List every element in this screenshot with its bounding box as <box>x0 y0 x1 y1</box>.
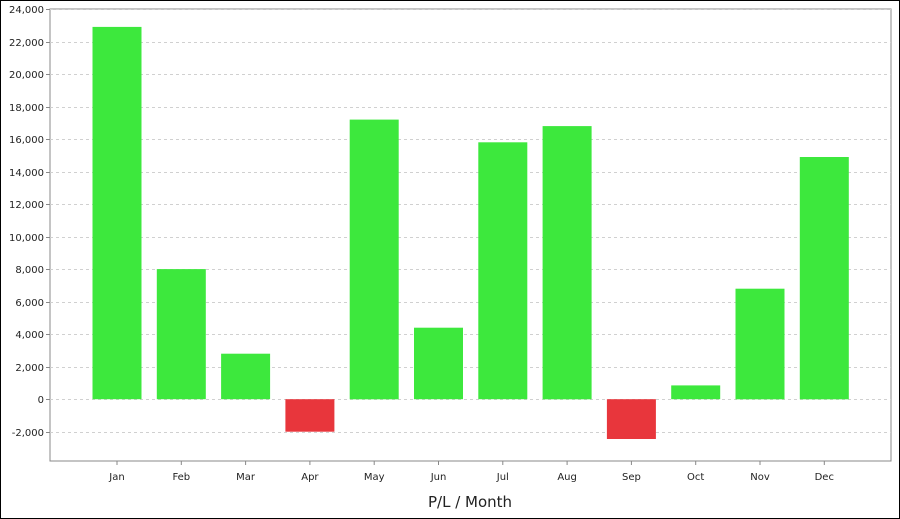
y-tick-label: 8,000 <box>15 265 44 276</box>
y-tick-label: 4,000 <box>15 330 44 341</box>
x-tick-label: Aug <box>557 472 577 483</box>
x-tick-label: Feb <box>172 472 190 483</box>
x-tick-label: Jun <box>430 472 447 483</box>
bar-oct <box>671 385 721 400</box>
x-tick-label: Sep <box>622 472 641 483</box>
y-tick-label: 14,000 <box>9 168 44 179</box>
y-tick-label: 24,000 <box>9 5 44 16</box>
x-axis-ticks: Jan Feb Mar Apr May Jun Jul Aug Sep Oct Nov Dec <box>108 461 834 483</box>
x-tick-label: Mar <box>236 472 256 483</box>
x-tick-label: Nov <box>750 472 770 483</box>
bar-may <box>349 119 399 400</box>
x-tick-label: Jan <box>108 472 124 483</box>
y-tick-label: 18,000 <box>9 103 44 114</box>
x-tick-label: Apr <box>301 472 319 483</box>
bar-jun <box>414 327 463 400</box>
bar-nov <box>735 288 785 400</box>
bars <box>92 26 849 439</box>
y-tick-label: 2,000 <box>15 363 44 374</box>
y-axis-ticks: -2,000 0 2,000 4,000 6,000 8,000 10,000 12,000 1… <box>9 5 50 439</box>
x-tick-label: Jul <box>496 472 509 483</box>
x-tick-label: Oct <box>687 472 704 483</box>
y-tick-label: 12,000 <box>9 200 44 211</box>
x-tick-label: Dec <box>815 472 834 483</box>
bar-feb <box>156 269 206 400</box>
y-tick-label: 20,000 <box>9 70 44 81</box>
bar-jan <box>92 26 142 400</box>
y-tick-label: -2,000 <box>12 428 44 439</box>
x-tick-label: May <box>364 472 385 483</box>
y-tick-label: 16,000 <box>9 135 44 146</box>
bar-aug <box>542 126 592 400</box>
x-axis-title: P/L / Month <box>428 493 512 511</box>
bar-apr <box>285 399 335 432</box>
y-tick-label: 6,000 <box>15 298 44 309</box>
y-tick-label: 0 <box>38 395 44 406</box>
y-tick-label: 10,000 <box>9 233 44 244</box>
bar-mar <box>221 353 271 400</box>
bar-sep <box>606 399 656 439</box>
y-tick-label: 22,000 <box>9 38 44 49</box>
bar-dec <box>799 157 849 400</box>
bar-jul <box>478 142 528 400</box>
